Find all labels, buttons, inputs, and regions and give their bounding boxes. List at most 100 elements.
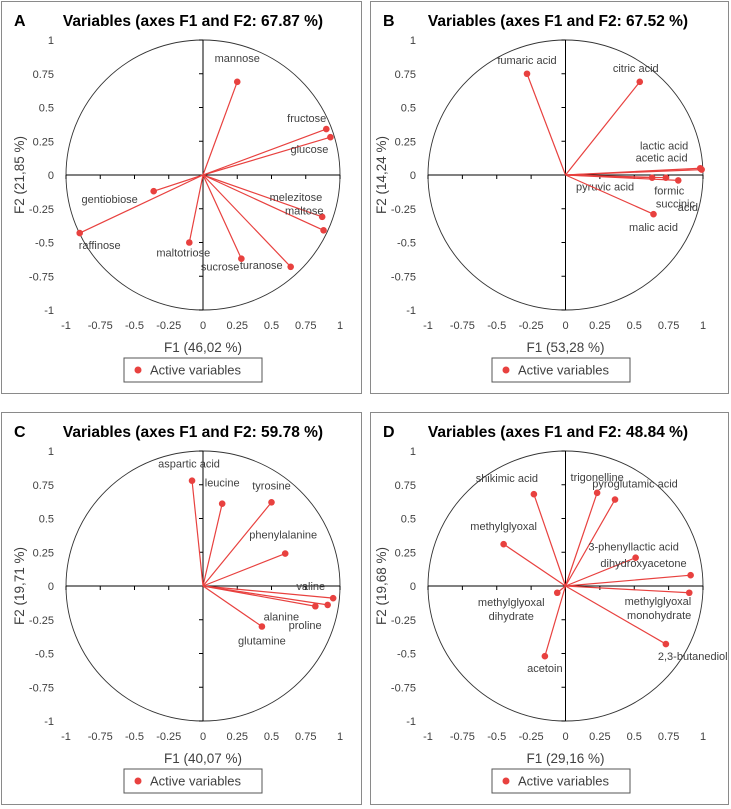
y-tick-label: -0.5: [35, 649, 54, 661]
x-tick-label: 0.75: [658, 320, 679, 332]
variable-point: [674, 177, 682, 184]
legend-label: Active variables: [150, 774, 242, 789]
x-tick-label: 0.25: [227, 731, 248, 743]
y-tick-label: 0.75: [33, 69, 54, 81]
variable-vector: [202, 585, 328, 606]
data-label: glutamine: [238, 636, 286, 648]
legend-box: [491, 357, 631, 383]
data-label: raffinose: [79, 240, 121, 252]
y-tick-label: 0.75: [33, 480, 54, 492]
legend-marker: [134, 366, 142, 374]
data-label: citric acid: [613, 63, 659, 75]
data-label: phenylalanine: [249, 530, 317, 542]
y-tick-label: 0: [410, 581, 416, 593]
variable-vector: [533, 494, 567, 587]
y-tick-label: -0.75: [391, 682, 416, 694]
variable-point: [76, 229, 83, 237]
variable-point: [258, 623, 266, 630]
x-tick-label: -0.5: [125, 731, 144, 743]
y-tick-label: 0.25: [395, 547, 416, 559]
chart-title: Variables (axes F1 and F2: 67.52 %): [428, 13, 688, 30]
data-label: acetoin: [527, 663, 562, 675]
variable-point: [218, 500, 226, 507]
legend-label: Active variables: [518, 774, 610, 789]
chart-panel-d: D Variables (axes F1 and F2: 48.84 %) -1 -0…: [370, 412, 729, 805]
chart-title: Variables (axes F1 and F2: 48.84 %): [428, 424, 688, 441]
variable-vector: [202, 174, 324, 231]
variable-point: [687, 571, 694, 579]
y-axis-title: F2 (21,85 %): [12, 136, 27, 214]
x-tick-label: -0.5: [487, 731, 506, 743]
variable-vector: [202, 585, 334, 599]
x-tick-label: 0: [562, 731, 568, 743]
x-tick-label: 0.5: [264, 320, 279, 332]
legend-box: [123, 768, 263, 794]
variable-vector: [565, 585, 667, 645]
variable-vector: [202, 174, 292, 268]
x-tick-label: 0.5: [627, 320, 642, 332]
x-tick-label: 1: [700, 731, 706, 743]
chart-panel-b: B Variables (axes F1 and F2: 67.52 %) -1 -0…: [370, 1, 729, 394]
chart-a-svg: A Variables (axes F1 and F2: 67.87 %) -1 -0…: [12, 13, 343, 383]
data-label: turanose: [240, 260, 283, 272]
variable-vector: [526, 73, 567, 176]
variable-point: [238, 255, 245, 262]
x-tick-label: -0.25: [519, 320, 544, 332]
y-tick-label: 0.5: [401, 514, 416, 526]
data-label-line: methylglyoxal: [478, 597, 545, 609]
variable-point: [287, 263, 294, 271]
x-tick-label: -0.75: [450, 320, 475, 332]
y-tick-label: -1: [406, 305, 416, 317]
data-label: glucose: [290, 144, 328, 156]
x-tick-label: 0.75: [295, 731, 316, 743]
data-label: methylglyoxal: [470, 521, 537, 533]
variable-vector: [565, 169, 702, 176]
variable-vector: [188, 174, 204, 243]
variable-point: [530, 490, 538, 498]
data-label: mannose: [215, 53, 260, 65]
x-tick-label: -0.25: [519, 731, 544, 743]
data-label: lactic acid: [640, 140, 688, 152]
x-tick-label: 0.75: [658, 731, 679, 743]
x-tick-label: -0.75: [450, 731, 475, 743]
y-tick-label: -0.25: [391, 615, 416, 627]
data-label: acetic acid: [636, 153, 688, 165]
legend-label: Active variables: [150, 363, 242, 378]
data-label: maltose: [285, 205, 324, 217]
variable-vector: [202, 128, 327, 176]
x-tick-label: 0: [200, 731, 206, 743]
variable-point: [324, 601, 331, 609]
y-tick-label: -0.5: [397, 649, 416, 661]
x-tick-label: -0.25: [156, 320, 181, 332]
variable-point: [593, 489, 601, 497]
y-tick-label: 0.5: [39, 514, 54, 526]
legend-marker: [134, 777, 142, 785]
y-tick-label: 0.5: [39, 103, 54, 115]
variable-point: [648, 174, 656, 181]
data-label: trigonelline: [571, 472, 624, 484]
variable-point: [318, 213, 326, 221]
variable-point: [500, 540, 507, 548]
y-tick-label: 1: [410, 35, 416, 47]
data-label: succinic: [656, 199, 696, 211]
y-tick-label: 0.75: [395, 69, 416, 81]
y-axis-title: F2 (19,71 %): [12, 547, 27, 625]
x-axis-title: F1 (29,16 %): [526, 751, 604, 766]
data-label: formic: [654, 185, 684, 197]
x-tick-label: 0.75: [295, 320, 316, 332]
variable-vector: [191, 480, 204, 587]
variable-vector: [202, 503, 223, 587]
legend-marker: [502, 366, 510, 374]
variable-point: [698, 166, 705, 173]
data-label: malic acid: [629, 222, 678, 234]
y-tick-label: 0: [48, 581, 54, 593]
y-tick-label: -0.5: [397, 238, 416, 250]
y-tick-label: 0.25: [33, 136, 54, 148]
data-label: 2,3-butanediol: [658, 651, 728, 663]
variable-point: [329, 594, 337, 602]
data-label: sucrose: [201, 262, 240, 274]
x-axis-title: F1 (53,28 %): [526, 340, 604, 355]
panel-letter: A: [14, 13, 26, 30]
chart-b-svg: B Variables (axes F1 and F2: 67.52 %) -1 -0…: [374, 13, 706, 383]
x-tick-label: 0.25: [227, 320, 248, 332]
